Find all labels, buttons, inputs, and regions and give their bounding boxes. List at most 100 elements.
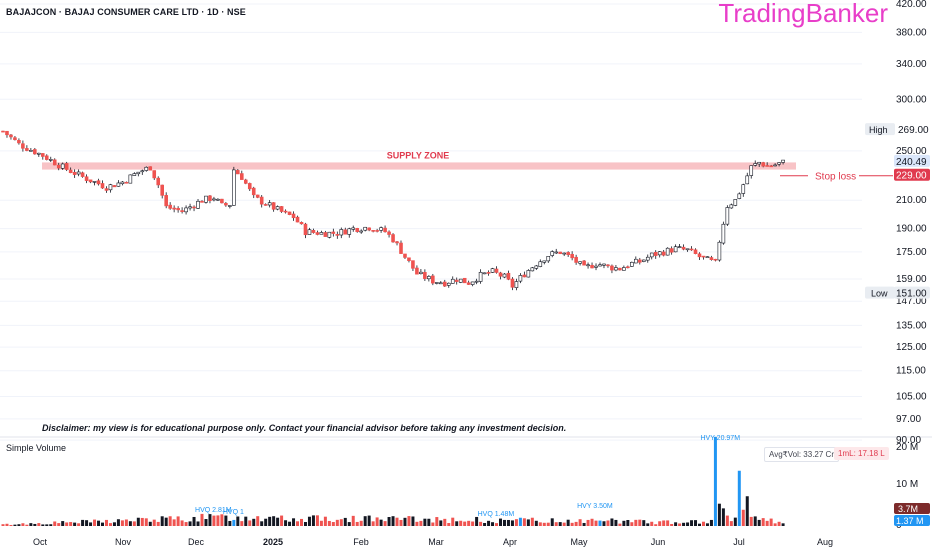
candle-body — [781, 159, 785, 163]
candle-body — [761, 162, 765, 167]
time-axis-label: Jun — [651, 537, 666, 547]
volume-bar — [276, 517, 280, 526]
volume-bar — [264, 518, 268, 526]
volume-bar — [479, 521, 483, 526]
candle-body — [331, 231, 336, 234]
candle-body — [705, 256, 710, 259]
volume-bar — [363, 516, 367, 526]
volume-bar — [550, 518, 554, 526]
price-tick-label: 175.00 — [896, 247, 927, 258]
volume-bar — [582, 522, 586, 526]
candle-body — [40, 153, 45, 157]
volume-bar — [37, 523, 41, 526]
candle-body — [741, 184, 746, 194]
volume-bar — [319, 520, 323, 526]
candle-body — [200, 200, 204, 203]
candle-body — [220, 198, 224, 204]
candle-body — [725, 207, 730, 225]
candle-body — [391, 234, 395, 243]
candle-body — [80, 172, 85, 177]
price-tick-label: 97.00 — [896, 414, 921, 425]
volume-bar — [192, 516, 196, 526]
candle-body — [645, 256, 650, 261]
stop-loss-layer: Stop loss — [780, 172, 893, 183]
volume-bar — [296, 521, 300, 526]
candle-body — [1, 130, 5, 133]
candle-body — [315, 232, 320, 235]
time-axis-label: Feb — [353, 537, 369, 547]
candle-body — [606, 264, 610, 267]
supply-zone-band — [42, 162, 796, 170]
candle-body — [590, 264, 594, 269]
candle-body — [335, 234, 340, 236]
candle-body — [685, 248, 690, 251]
candle-body — [228, 205, 232, 207]
volume-bar — [690, 520, 694, 526]
candle-body — [419, 271, 423, 274]
volume-bar — [375, 517, 379, 526]
volume-indicator-label[interactable]: Simple Volume — [6, 443, 67, 453]
volume-bar — [156, 521, 160, 526]
price-tick-label: 420.00 — [896, 0, 927, 10]
candle-body — [753, 163, 758, 166]
volume-bar — [244, 516, 248, 526]
candle-body — [259, 196, 264, 205]
candle-body — [263, 204, 268, 206]
candle-body — [33, 149, 37, 155]
volume-bar — [152, 519, 156, 526]
volume-annotation: HVY 20.97M — [700, 435, 740, 442]
candle-body — [160, 184, 164, 196]
volume-bar — [427, 518, 431, 526]
stop-price-badge — [894, 168, 930, 181]
candle-body — [164, 195, 168, 207]
candle-body — [598, 264, 602, 267]
volume-bar — [387, 517, 391, 526]
time-axis-label: Aug — [817, 537, 833, 547]
volume-bar — [148, 521, 152, 526]
candle-body — [641, 259, 646, 262]
volume-bar — [311, 515, 315, 526]
time-axis-label: Mar — [428, 537, 444, 547]
volume-bar — [483, 522, 487, 526]
volume-bar — [97, 520, 101, 526]
volume-bar — [9, 524, 13, 526]
candle-body — [351, 227, 356, 230]
volume-axis: 20 M10 M03.7M1.37 M — [894, 442, 930, 531]
candle-body — [614, 267, 618, 271]
volume-bar — [451, 517, 455, 526]
candle-body — [757, 161, 762, 165]
candle-body — [176, 208, 180, 211]
volume-bar — [761, 518, 765, 526]
volume-annotation: HVY 3.50M — [577, 503, 613, 510]
volume-bar — [168, 516, 172, 526]
volume-bar — [423, 518, 427, 526]
volume-bar — [757, 519, 761, 526]
volume-badge-b — [894, 515, 930, 526]
candle-body — [363, 226, 367, 231]
volume-bar — [327, 520, 331, 526]
volume-bar — [674, 522, 678, 526]
volume-bar — [61, 521, 65, 526]
volume-bar — [670, 523, 674, 526]
volume-annotation: HVQ 2.81M — [195, 507, 232, 514]
supply-zone-layer: SUPPLY ZONE — [42, 150, 796, 170]
volume-bar — [196, 521, 200, 526]
candle-body — [132, 173, 137, 176]
volume-bar — [164, 517, 168, 526]
volume-bar — [459, 520, 463, 526]
volume-bar — [745, 496, 749, 526]
volume-bar — [694, 520, 698, 526]
disclaimer-text: Disclaimer: my view is for educational p… — [42, 423, 567, 433]
candle-body — [411, 260, 415, 269]
candle-body — [494, 268, 499, 273]
candle-body — [116, 182, 121, 187]
volume-bar — [749, 516, 753, 526]
volume-bar — [260, 521, 264, 526]
candle-body — [29, 150, 33, 152]
volume-bar — [419, 520, 423, 526]
volume-bar — [367, 515, 371, 526]
candle-body — [542, 260, 547, 263]
candle-body — [395, 241, 399, 244]
candle-body — [359, 230, 364, 233]
